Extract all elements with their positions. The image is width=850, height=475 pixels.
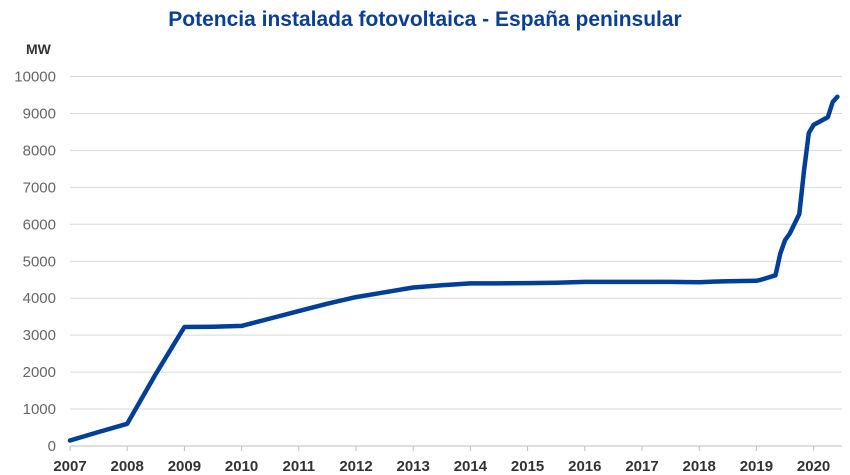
y-tick-label: 9000 [23, 105, 56, 122]
series-line [67, 94, 840, 443]
y-axis-label: MW [26, 41, 51, 57]
x-tick-label: 2008 [111, 458, 144, 475]
x-tick-label: 2016 [568, 458, 601, 475]
x-tick-label: 2007 [53, 458, 86, 475]
x-tick-label: 2012 [339, 458, 372, 475]
x-tick-label: 2020 [797, 458, 830, 475]
y-tick-label: 1000 [23, 401, 56, 418]
y-tick-label: 7000 [23, 179, 56, 196]
x-tick-label: 2009 [168, 458, 201, 475]
y-tick-label: 6000 [23, 216, 56, 233]
x-tick-label: 2017 [625, 458, 658, 475]
chart-title: Potencia instalada fotovoltaica - España… [168, 8, 682, 31]
y-tick-label: 5000 [23, 253, 56, 270]
y-tick-label: 3000 [23, 327, 56, 344]
y-tick-label: 10000 [14, 69, 56, 86]
x-tick-label: 2014 [454, 458, 488, 475]
x-tick-label: 2011 [283, 458, 316, 475]
y-tick-label: 8000 [23, 142, 56, 159]
x-tick-label: 2015 [511, 458, 544, 475]
y-tick-label: 2000 [23, 364, 56, 381]
y-tick-label: 4000 [23, 290, 56, 307]
x-tick-label: 2013 [397, 458, 430, 475]
x-tick-label: 2018 [683, 458, 716, 475]
x-tick-label: 2019 [740, 458, 773, 475]
x-tick-label: 2010 [225, 458, 258, 475]
y-tick-label: 0 [48, 438, 56, 455]
